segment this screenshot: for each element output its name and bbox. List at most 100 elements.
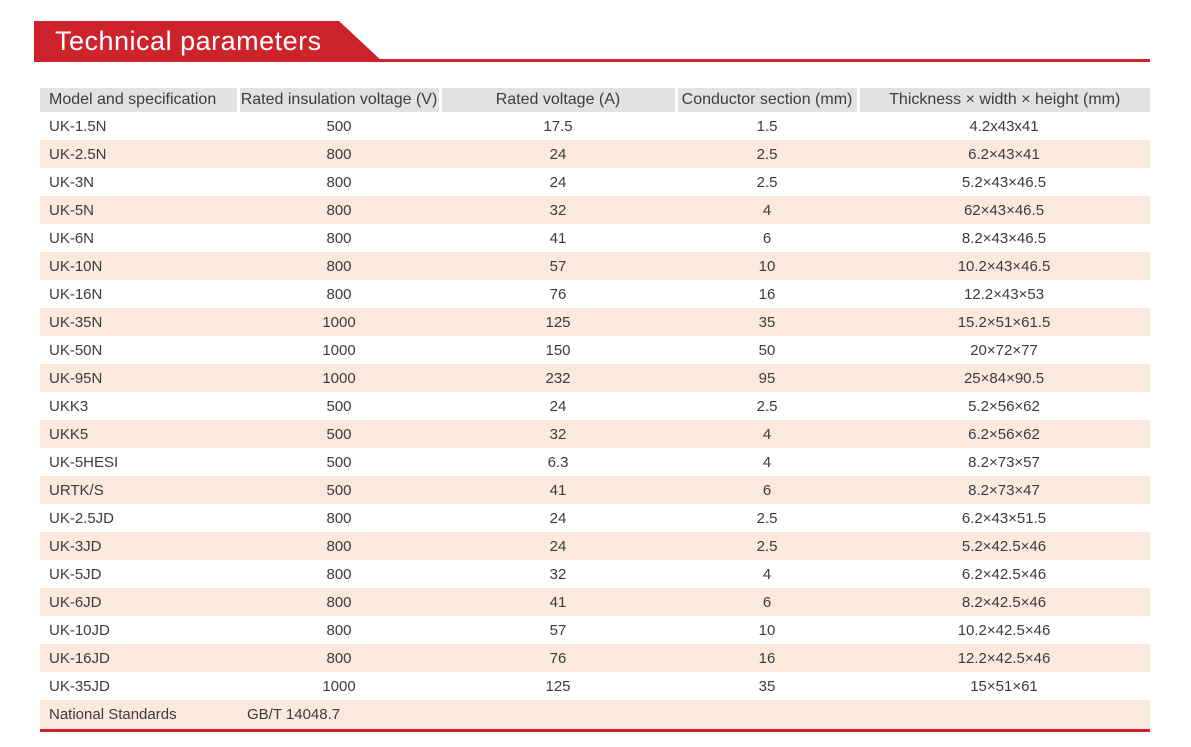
cell-conductor-section: 2.5 [676,532,858,560]
table-header-row: Model and specification Rated insulation… [40,88,1150,112]
cell-rated-voltage: 17.5 [543,117,573,135]
cell-model: UK-6JD [40,588,238,616]
cell-rated-voltage: 32 [440,420,676,448]
cell-dimensions: 20×72×77 [970,341,1038,359]
cell-conductor-section: 50 [758,341,776,359]
cell-rated-voltage: 41 [549,229,567,247]
cell-dimensions: 15.2×51×61.5 [858,308,1150,336]
cell-insulation-voltage: 800 [238,140,440,168]
cell-conductor-section: 6 [676,476,858,504]
cell-insulation-voltage: 800 [326,621,352,639]
table-row: UK-10N 800 57 10 10.2×43×46.5 [40,252,1150,280]
cell-model: UK-6N [49,229,95,247]
cell-model: UK-5N [40,196,238,224]
cell-rated-voltage: 57 [549,621,567,639]
table-row: UK-5JD 800 32 4 6.2×42.5×46 [40,560,1150,588]
table-row: UK-6N 800 41 6 8.2×43×46.5 [40,224,1150,252]
national-standards-row: National Standards GB/T 14048.7 [40,700,1150,731]
table-row: UK-50N 1000 150 50 20×72×77 [40,336,1150,364]
cell-insulation-voltage: 800 [326,173,352,191]
cell-conductor-section: 2.5 [756,397,778,415]
table-row: UK-95N 1000 232 95 25×84×90.5 [40,364,1150,392]
cell-insulation-voltage: 1000 [322,341,356,359]
column-header-dimensions: Thickness × width × height (mm) [858,88,1150,112]
cell-conductor-section: 4 [676,420,858,448]
column-header-conductor-section: Conductor section (mm) [676,88,860,112]
cell-insulation-voltage: 800 [326,509,352,527]
cell-dimensions: 5.2×42.5×46 [858,532,1150,560]
cell-rated-voltage: 150 [545,341,571,359]
cell-insulation-voltage: 800 [238,588,440,616]
cell-dimensions: 8.2×42.5×46 [858,588,1150,616]
cell-rated-voltage: 24 [440,532,676,560]
cell-conductor-section: 16 [676,644,858,672]
footer-empty-cell [440,700,1150,731]
cell-insulation-voltage: 500 [238,420,440,448]
cell-conductor-section: 35 [676,308,858,336]
cell-model: URTK/S [40,476,238,504]
cell-rated-voltage: 125 [545,677,571,695]
cell-dimensions: 62×43×46.5 [858,196,1150,224]
cell-dimensions: 5.2×43×46.5 [961,173,1047,191]
cell-conductor-section: 1.5 [756,117,778,135]
cell-rated-voltage: 41 [440,476,676,504]
table-row: UK-3N 800 24 2.5 5.2×43×46.5 [40,168,1150,196]
banner-underline [34,59,1150,62]
cell-dimensions: 6.2×43×41 [858,140,1150,168]
cell-insulation-voltage: 800 [326,229,352,247]
cell-conductor-section: 6 [762,229,772,247]
cell-model: UK-5HESI [49,453,119,471]
cell-model: UK-35N [40,308,238,336]
section-banner: Technical parameters [34,21,383,62]
cell-rated-voltage: 24 [440,140,676,168]
cell-dimensions: 5.2×56×62 [968,397,1040,415]
cell-rated-voltage: 24 [549,173,567,191]
cell-dimensions: 4.2x43x41 [969,117,1039,135]
cell-rated-voltage: 24 [549,397,567,415]
page-title: Technical parameters [55,26,322,56]
column-header-model: Model and specification [40,88,240,112]
table-row: UK-16N 800 76 16 12.2×43×53 [40,280,1150,308]
cell-model: UK-1.5N [49,117,107,135]
table-row: UK-35N 1000 125 35 15.2×51×61.5 [40,308,1150,336]
cell-conductor-section: 10 [676,252,858,280]
cell-dimensions: 8.2×73×47 [858,476,1150,504]
table-row: UK-10JD 800 57 10 10.2×42.5×46 [40,616,1150,644]
cell-rated-voltage: 41 [440,588,676,616]
cell-insulation-voltage: 800 [326,285,352,303]
cell-conductor-section: 2.5 [756,509,778,527]
cell-conductor-section: 6 [676,588,858,616]
table-row: UK-3JD 800 24 2.5 5.2×42.5×46 [40,532,1150,560]
cell-rated-voltage: 76 [440,644,676,672]
cell-conductor-section: 4 [762,453,772,471]
cell-insulation-voltage: 800 [326,565,352,583]
table-row: UKK3 500 24 2.5 5.2×56×62 [40,392,1150,420]
cell-model: UKK5 [40,420,238,448]
cell-insulation-voltage: 500 [238,476,440,504]
cell-insulation-voltage: 800 [238,252,440,280]
cell-rated-voltage: 232 [440,364,676,392]
cell-insulation-voltage: 1000 [322,677,356,695]
cell-rated-voltage: 32 [549,565,567,583]
table-row: UK-1.5N 500 17.5 1.5 4.2x43x41 [40,112,1150,140]
cell-conductor-section: 35 [758,677,776,695]
table-row: UKK5 500 32 4 6.2×56×62 [40,420,1150,448]
cell-insulation-voltage: 800 [238,196,440,224]
cell-conductor-section: 16 [758,285,776,303]
cell-insulation-voltage: 800 [238,644,440,672]
cell-dimensions: 10.2×43×46.5 [858,252,1150,280]
cell-model: UK-3N [49,173,95,191]
cell-insulation-voltage: 500 [326,117,352,135]
cell-model: UK-2.5N [40,140,238,168]
cell-model: UK-16JD [40,644,238,672]
table-row: UK-16JD 800 76 16 12.2×42.5×46 [40,644,1150,672]
cell-model: UK-35JD [49,677,110,695]
cell-rated-voltage: 76 [549,285,567,303]
cell-insulation-voltage: 500 [326,397,352,415]
cell-model: UK-10N [40,252,238,280]
cell-conductor-section: 10 [758,621,776,639]
table-row: UK-6JD 800 41 6 8.2×42.5×46 [40,588,1150,616]
cell-insulation-voltage: 800 [238,532,440,560]
cell-rated-voltage: 125 [440,308,676,336]
table-body: UK-1.5N 500 17.5 1.5 4.2x43x41 UK-2.5N 800 24 2.… [40,112,1150,700]
